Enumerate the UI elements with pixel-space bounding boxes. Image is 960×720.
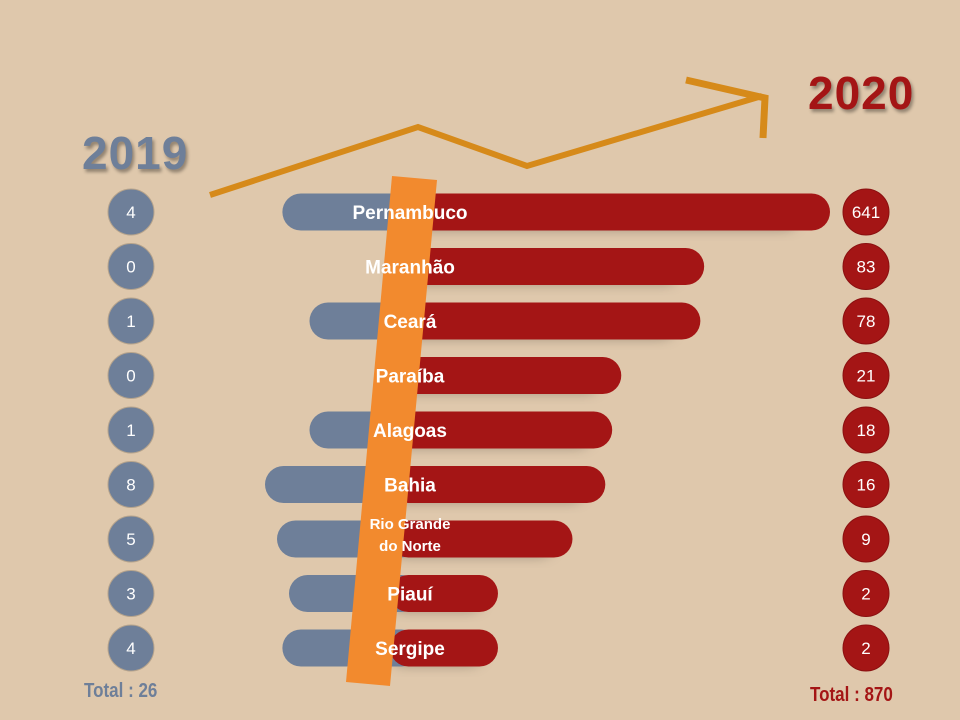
value-bubble-2019-bahia: 8 xyxy=(107,461,155,508)
value-bubble-2019-rio-grande-do-norte: 5 xyxy=(107,515,155,563)
bubble-2019-circle xyxy=(107,570,155,617)
value-bubble-2019-paraiba: 0 xyxy=(107,352,155,399)
value-label-2019-sergipe: 4 xyxy=(126,639,135,658)
category-label-ceara: Ceará xyxy=(384,312,437,333)
bubble-2019-circle xyxy=(107,352,155,399)
category-label-line: Alagoas xyxy=(373,421,447,442)
category-label-line: Bahia xyxy=(384,476,436,497)
value-label-2019-ceara: 1 xyxy=(126,312,135,331)
bubble-2020-circle xyxy=(842,352,890,399)
category-label-line: do Norte xyxy=(379,538,441,555)
value-bubble-2019-ceara: 1 xyxy=(107,297,155,345)
bubble-2020-circle xyxy=(842,188,890,236)
value-bubble-2020-ceara: 78 xyxy=(842,297,890,345)
bubble-2019-circle xyxy=(107,243,155,290)
value-bubble-2019-sergipe: 4 xyxy=(107,624,155,672)
bar-2020-bahia xyxy=(390,466,606,503)
bubble-2020-circle xyxy=(842,406,890,454)
bubble-2020-circle xyxy=(842,570,890,617)
category-label-line: Pernambuco xyxy=(352,203,467,224)
divider-band xyxy=(346,176,437,686)
value-label-2019-pernambuco: 4 xyxy=(126,203,135,222)
value-label-2020-ceara: 78 xyxy=(857,312,876,331)
category-label-line: Maranhão xyxy=(365,258,455,279)
bubble-2019-circle xyxy=(107,624,155,672)
value-bubble-2019-pernambuco: 4 xyxy=(107,188,155,236)
value-bubble-2020-pernambuco: 641 xyxy=(842,188,890,236)
value-bubble-2020-alagoas: 18 xyxy=(842,406,890,454)
value-bubble-2019-alagoas: 1 xyxy=(107,406,155,454)
value-bubble-2020-piaui: 2 xyxy=(842,570,890,617)
category-label-bahia: Bahia xyxy=(384,476,436,497)
value-label-2019-rio-grande-do-norte: 5 xyxy=(126,530,135,549)
value-bubble-2020-paraiba: 21 xyxy=(842,352,890,399)
value-label-2020-pernambuco: 641 xyxy=(852,203,880,222)
category-label-line: Piauí xyxy=(387,585,433,606)
value-label-2020-sergipe: 2 xyxy=(861,639,870,658)
bubble-2020-circle xyxy=(842,243,890,290)
year-2020-title: 2020 xyxy=(808,67,915,119)
value-label-2020-rio-grande-do-norte: 9 xyxy=(861,530,870,549)
category-label-maranhao: Maranhão xyxy=(365,258,455,279)
value-label-2020-piaui: 2 xyxy=(861,585,870,604)
bar-2019-pernambuco xyxy=(282,193,420,231)
category-label-pernambuco: Pernambuco xyxy=(352,203,467,224)
value-label-2020-maranhao: 83 xyxy=(857,258,876,277)
bar-2020-maranhao xyxy=(390,248,705,285)
bubble-2019-circle xyxy=(107,406,155,454)
bubble-2019-circle xyxy=(107,461,155,508)
value-bubble-2020-sergipe: 2 xyxy=(842,624,890,672)
category-label-line: Paraíba xyxy=(376,367,445,388)
value-label-2020-bahia: 16 xyxy=(857,476,876,495)
trend-arrow-icon xyxy=(209,76,769,198)
category-label-line: Rio Grande xyxy=(370,516,451,533)
value-label-2019-paraiba: 0 xyxy=(126,367,135,386)
category-label-sergipe: Sergipe xyxy=(375,639,445,660)
category-label-alagoas: Alagoas xyxy=(373,421,447,442)
value-label-2019-alagoas: 1 xyxy=(126,421,135,440)
bar-2020-rio-grande-do-norte xyxy=(390,520,573,558)
bar-2020-paraiba xyxy=(390,357,622,394)
total-2020: Total : 870 xyxy=(810,684,893,706)
bubble-2020-circle xyxy=(842,461,890,508)
category-label-line: Sergipe xyxy=(375,639,445,660)
category-label-paraiba: Paraíba xyxy=(376,367,445,388)
category-label-rio-grande-do-norte: Rio Grande do Norte xyxy=(370,516,451,555)
category-label-line: Ceará xyxy=(384,312,437,333)
value-bubble-2020-maranhao: 83 xyxy=(842,243,890,290)
bubble-2020-circle xyxy=(842,297,890,345)
bar-2020-piaui xyxy=(390,575,498,612)
year-2019-title: 2019 xyxy=(82,127,189,179)
value-label-2019-piaui: 3 xyxy=(126,585,135,604)
value-label-2020-paraiba: 21 xyxy=(857,367,876,386)
category-label-piaui: Piauí xyxy=(387,585,433,606)
bar-2020-sergipe xyxy=(390,629,498,667)
bar-2020-alagoas xyxy=(390,411,613,449)
bubble-2019-circle xyxy=(107,188,155,236)
bubble-2019-circle xyxy=(107,515,155,563)
value-label-2019-maranhao: 0 xyxy=(126,258,135,277)
bubble-2019-circle xyxy=(107,297,155,345)
bubble-2020-circle xyxy=(842,624,890,672)
bubble-2020-circle xyxy=(842,515,890,563)
bar-2020-ceara xyxy=(390,302,701,340)
value-bubble-2019-maranhao: 0 xyxy=(107,243,155,290)
value-label-2019-bahia: 8 xyxy=(126,476,135,495)
total-2019: Total : 26 xyxy=(84,680,158,702)
value-bubble-2020-bahia: 16 xyxy=(842,461,890,508)
value-label-2020-alagoas: 18 xyxy=(857,421,876,440)
value-bubble-2019-piaui: 3 xyxy=(107,570,155,617)
value-bubble-2020-rio-grande-do-norte: 9 xyxy=(842,515,890,563)
bar-2020-pernambuco xyxy=(390,193,830,231)
